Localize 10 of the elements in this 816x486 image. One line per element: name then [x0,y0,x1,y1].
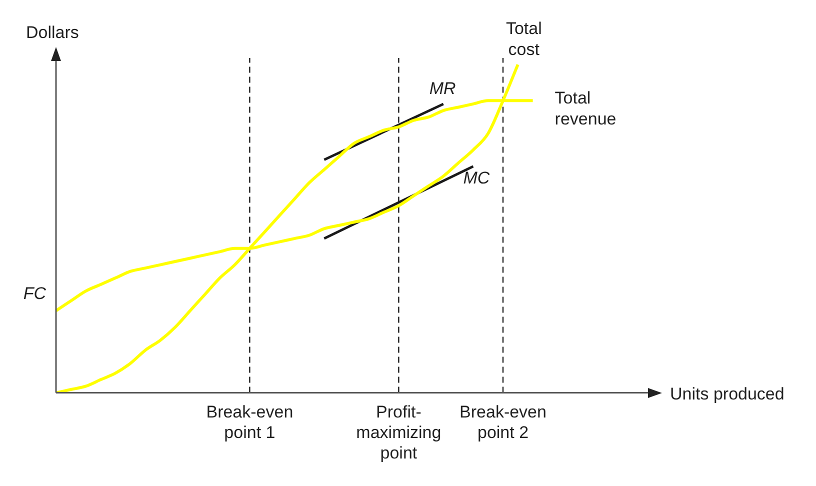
series-label: Total revenue [554,88,616,128]
series-label: Total cost [506,18,542,59]
series-label: MC [463,168,490,188]
x-tick-label: Break-even point 2 [460,402,546,442]
text: FC [23,284,47,303]
series-label: MR [429,79,456,98]
x-tick-label: Break-even point 1 [206,402,294,442]
x-axis-title: Units produced [670,384,784,404]
y-axis-title: Dollars [26,23,79,42]
x-tick-label: Profit-maximizing point [356,402,442,462]
